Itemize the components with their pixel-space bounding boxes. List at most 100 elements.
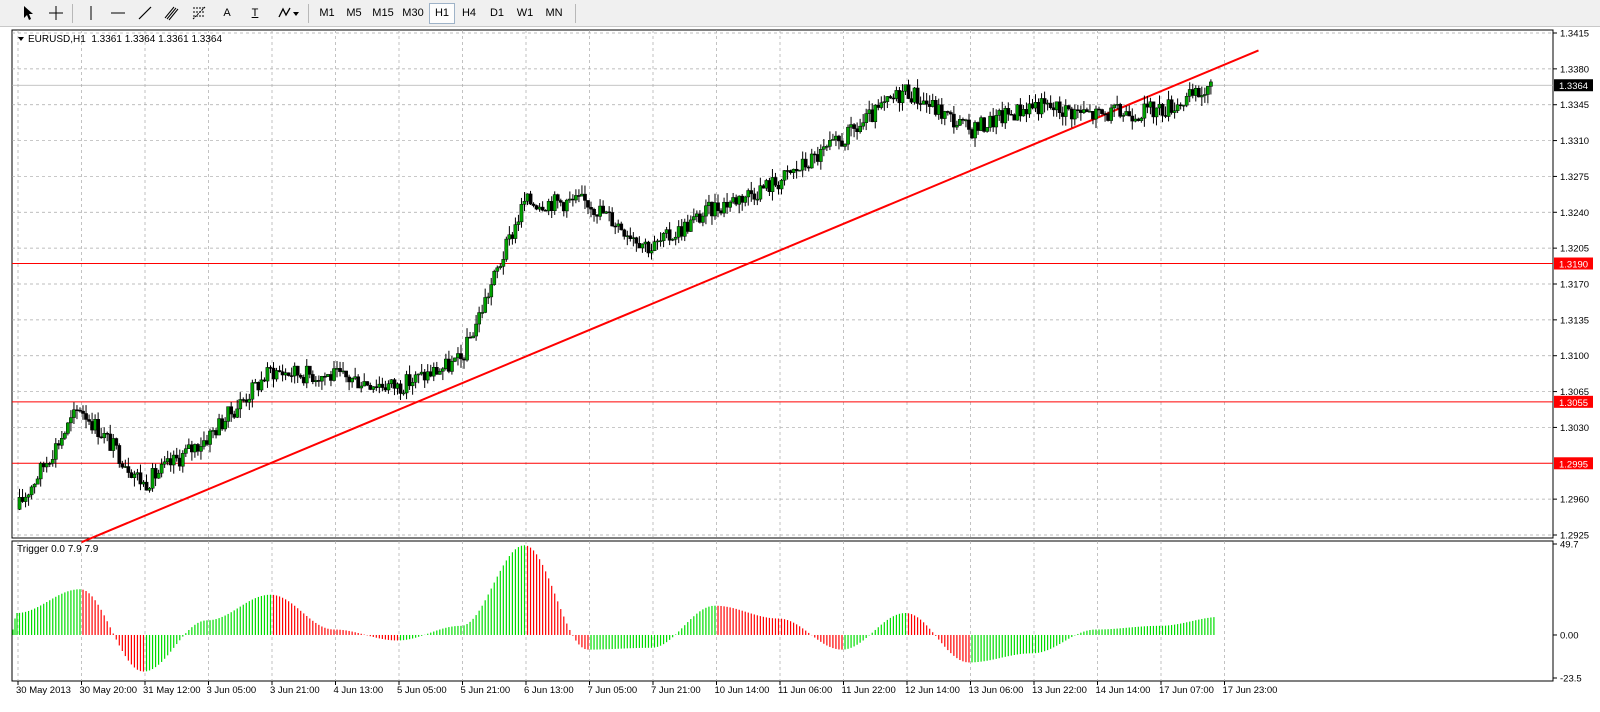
candle-bull [320,376,324,382]
candle-bear [323,376,327,378]
fibonacci-icon[interactable] [188,3,210,24]
candle-bear [915,87,920,104]
y-tick-label: 1.3065 [1560,387,1589,398]
candle-bear [289,375,294,377]
candle-bear [976,122,980,131]
candle-bear [852,124,856,129]
candle-bear [126,466,131,473]
candle-bear [685,221,690,232]
candle-bull [525,193,530,202]
candle-bear [90,421,94,431]
candle-bull [135,472,140,475]
candle-bear [232,413,237,418]
candle-bear [586,200,590,208]
candle-bull [979,117,983,131]
candle-bull [477,312,481,325]
candle-bear [241,399,246,401]
candle-bear [945,111,950,113]
candle-bull [465,336,469,361]
candle-bear [268,367,273,369]
candle-bull [492,271,497,285]
candle-bear [1012,114,1017,121]
candle-bull [958,119,962,126]
candle-bear [679,226,684,237]
candle-bull [253,382,258,384]
candle-bull [389,379,394,385]
timeframe-h4[interactable]: H4 [461,7,477,19]
candle-bear [622,229,627,237]
timeframe-d1[interactable]: D1 [489,7,505,19]
candle-bull [755,198,760,201]
indicator-y-tick-label: 0.00 [1560,630,1579,641]
candle-bear [138,472,143,485]
chart-window[interactable]: 1.3190 1.3055 1.2995 1.3364 30 May 2013 30 M… [0,27,1600,712]
timeframe-h1[interactable]: H1 [429,3,455,24]
candle-bull [431,367,436,377]
candle-bull [831,139,835,141]
candle-bull [682,221,687,237]
candle-bull [132,473,137,478]
candle-bull [437,371,442,375]
candle-bull [495,267,500,272]
timeframe-m5[interactable]: M5 [346,7,362,19]
candle-bull [1172,110,1177,113]
candle-bear [776,184,781,190]
candle-bear [1069,108,1074,120]
chart-header-dropdown-icon[interactable] [18,37,24,41]
candle-bear [120,463,125,468]
candle-bear [1151,101,1156,118]
equidistant-channel-icon[interactable] [161,3,183,24]
candle-bear [1178,104,1183,106]
timeframe-m30[interactable]: M30 [402,7,424,19]
y-tick-label: 1.3240 [1560,208,1589,219]
candle-bull [69,417,73,424]
candle-bull [885,96,890,102]
candle-bear [785,170,790,172]
candle-bull [728,201,732,208]
y-tick-label: 1.3205 [1560,244,1589,255]
candle-bear [347,376,351,383]
cursor-icon[interactable] [17,3,39,24]
candle-bull [658,240,663,242]
candle-bull [942,111,947,119]
candle-bull [29,486,34,496]
text-icon[interactable]: A [223,7,231,19]
candle-bull [800,158,805,171]
candle-bear [422,371,427,381]
text-label-icon[interactable]: T [251,7,259,19]
candle-bear [927,103,932,107]
timeframe-m15[interactable]: M15 [372,7,394,19]
y-tick-label: 1.3170 [1560,280,1589,291]
candle-bear [374,386,379,388]
candle-bull [265,367,270,382]
arrows-dropdown-icon[interactable] [274,3,302,24]
candle-bull [655,240,660,243]
candle-bull [413,374,418,383]
y-tick-label: 1.3100 [1560,351,1589,362]
level-tag-label: 1.3055 [1559,398,1588,409]
candle-bull [900,90,905,104]
candle-bear [108,433,113,451]
timeframe-mn[interactable]: MN [545,7,563,19]
trendline-icon[interactable] [134,3,156,24]
candle-bull [1133,118,1138,122]
candle-bear [317,380,321,382]
candle-bull [707,201,711,207]
vertical-line-icon[interactable] [80,3,102,24]
x-tick-label: 30 May 20:00 [80,685,138,696]
horizontal-line-icon[interactable] [107,3,129,24]
candle-bull [758,185,763,200]
level-tag [1554,257,1593,270]
timeframe-w1[interactable]: W1 [516,7,534,19]
candle-bull [199,446,203,452]
timeframe-m1[interactable]: M1 [319,7,335,19]
crosshair-icon[interactable] [45,3,67,24]
candle-bull [1003,108,1008,124]
level-tag-label: 1.3190 [1559,260,1588,271]
candle-bull [162,461,167,465]
candle-bull [1027,103,1032,115]
chart-header: EURUSD,H1 1.3361 1.3364 1.3361 1.3364 [28,34,222,45]
candle-bear [549,201,554,211]
candle-bull [574,195,578,201]
